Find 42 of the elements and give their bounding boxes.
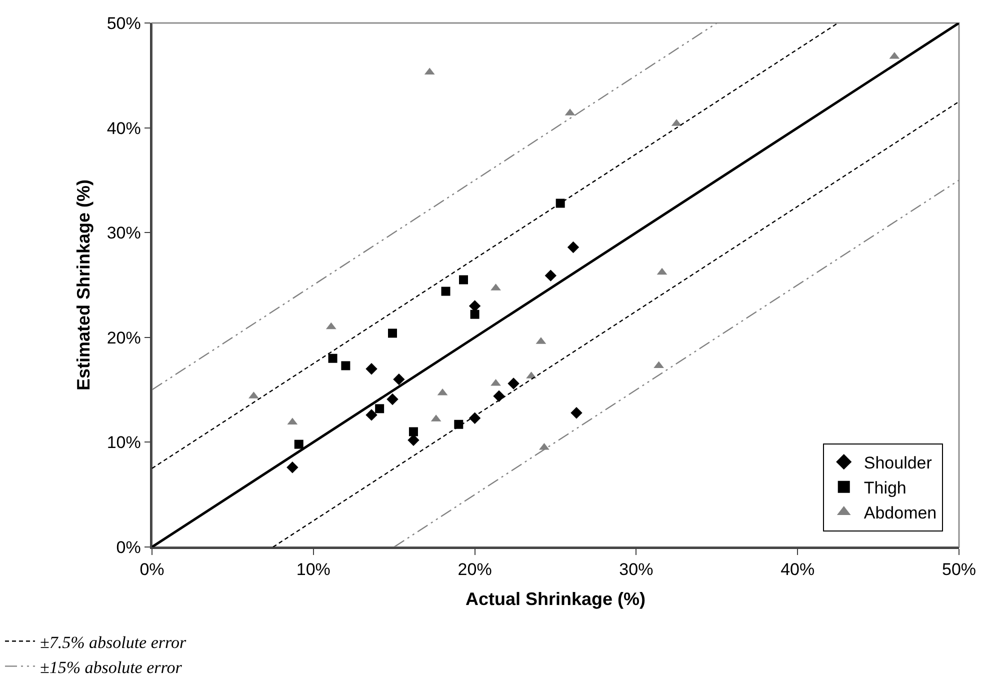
point xyxy=(366,409,378,421)
point xyxy=(567,241,580,254)
x-tick-label: 50% xyxy=(942,560,976,580)
point xyxy=(286,462,298,474)
x-tick-label: 30% xyxy=(619,560,654,580)
legend-label: ±15% absolute error xyxy=(40,658,182,677)
point xyxy=(470,310,480,319)
point xyxy=(454,420,464,429)
point xyxy=(570,407,582,419)
x-tick-label: 40% xyxy=(780,560,815,580)
x-tick-label: 10% xyxy=(296,560,330,580)
point xyxy=(508,378,520,390)
point xyxy=(539,442,550,450)
y-tick-label: 40% xyxy=(106,118,141,138)
legend-label: ±7.5% absolute error xyxy=(40,632,186,652)
y-axis-title: Estimated Shrinkage (%) xyxy=(74,179,94,391)
y-tick-label: 50% xyxy=(106,14,141,33)
point xyxy=(493,390,505,402)
y-tick-label: 20% xyxy=(106,328,141,348)
point xyxy=(441,286,450,296)
point xyxy=(459,275,468,284)
point xyxy=(341,361,350,370)
point xyxy=(294,440,304,449)
x-tick-label: 0% xyxy=(140,560,164,580)
point xyxy=(366,362,378,375)
point xyxy=(556,198,565,208)
y-tick-label: 0% xyxy=(116,538,141,557)
y-tick-label: 10% xyxy=(106,433,141,452)
point xyxy=(393,373,405,386)
point xyxy=(328,354,338,363)
point xyxy=(468,412,481,424)
point xyxy=(408,427,418,436)
y-tick-label: 30% xyxy=(106,224,141,243)
x-axis-title: Actual Shrinkage (%) xyxy=(465,588,646,609)
point xyxy=(386,393,398,406)
point xyxy=(544,270,557,282)
legend-label: Thigh xyxy=(864,478,906,498)
legend-label: Abdomen xyxy=(864,504,937,523)
x-tick-label: 20% xyxy=(458,560,492,580)
legend-label: Shoulder xyxy=(864,453,932,472)
point xyxy=(388,328,397,338)
point xyxy=(375,404,384,414)
